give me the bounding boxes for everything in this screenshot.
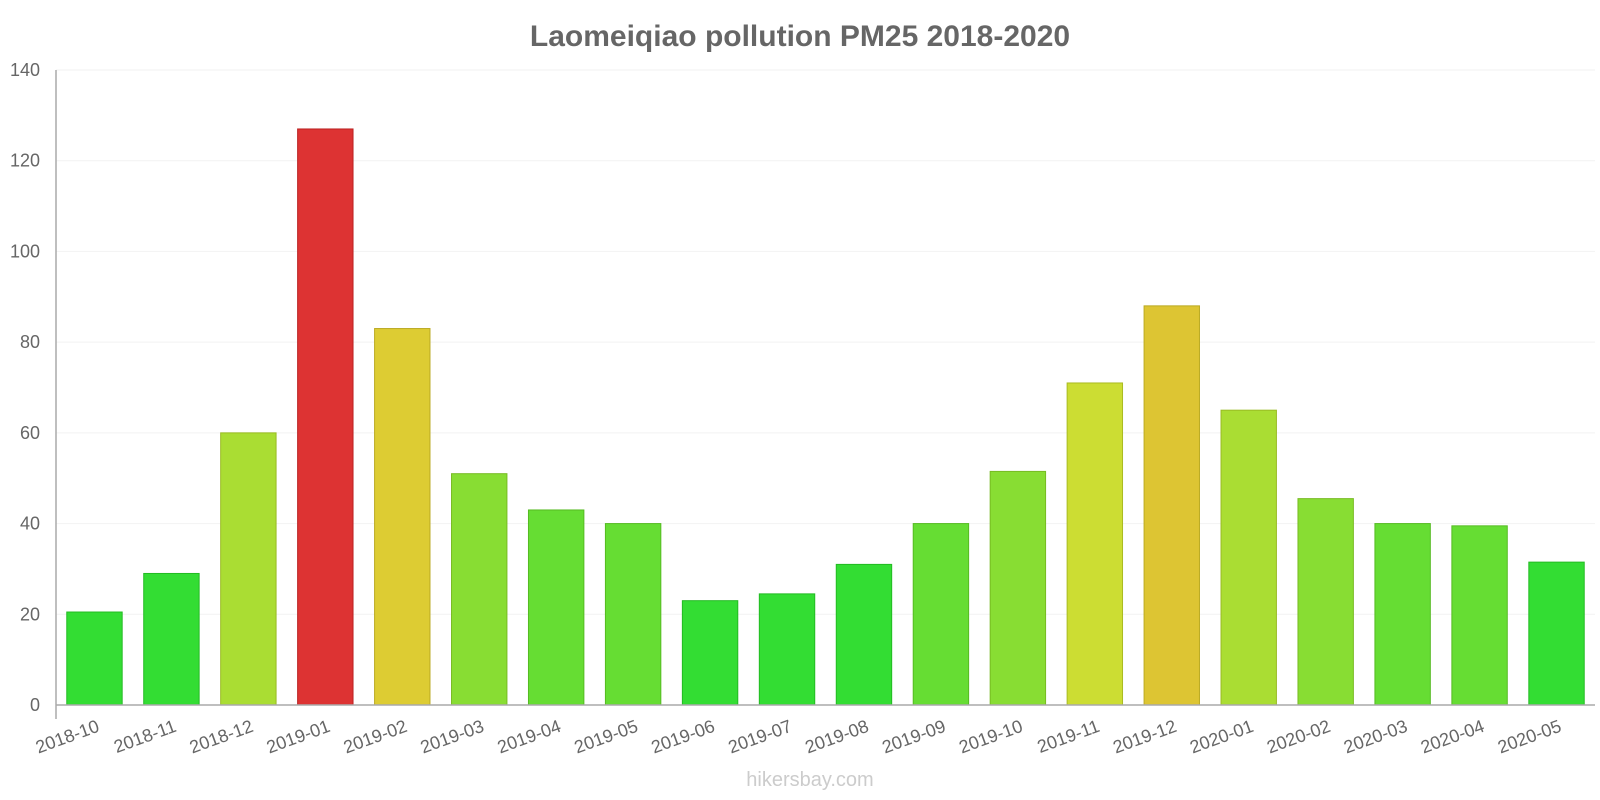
bar-2020-03 <box>1374 523 1431 706</box>
y-tick-label: 0 <box>30 695 40 715</box>
bar-2018-12 <box>220 432 277 706</box>
y-axis-ticks: 0 20 40 60 80 100 120 140 <box>10 60 40 715</box>
x-tick-label: 2019-08 <box>802 716 871 757</box>
x-tick-label: 2019-01 <box>264 716 333 757</box>
bar-2020-05 <box>1528 561 1585 706</box>
bar-2019-09 <box>912 523 970 706</box>
x-tick-label: 2018-10 <box>33 716 102 757</box>
y-tick-label: 100 <box>10 241 40 261</box>
bar-2019-02 <box>374 328 431 706</box>
x-tick-label: 2019-04 <box>495 716 564 757</box>
bar-2018-11 <box>143 572 200 706</box>
bar-2019-01 <box>297 128 354 706</box>
grid-lines <box>56 69 1595 706</box>
bar-2018-10 <box>66 611 123 706</box>
y-tick-label: 60 <box>20 423 40 443</box>
x-tick-label: 2019-11 <box>1035 716 1103 757</box>
y-tick-label: 80 <box>20 332 40 352</box>
x-tick-label: 2020-04 <box>1418 716 1487 757</box>
x-tick-label: 2019-09 <box>879 716 948 757</box>
x-tick-label: 2018-12 <box>187 716 256 757</box>
x-tick-label: 2019-10 <box>956 716 1025 757</box>
x-tick-label: 2020-05 <box>1495 716 1564 757</box>
bar-2020-01 <box>1220 409 1277 706</box>
x-tick-label: 2019-05 <box>572 716 641 757</box>
bar-2020-04 <box>1451 525 1508 706</box>
watermark-text: hikersbay.com <box>746 769 873 791</box>
bar-2019-12 <box>1143 305 1200 706</box>
bar-2019-07 <box>758 593 816 706</box>
y-tick-label: 120 <box>10 151 40 171</box>
bar-2019-06 <box>681 600 739 706</box>
x-tick-label: 2018-11 <box>111 716 179 757</box>
bar-2019-05 <box>604 523 662 706</box>
bar-2019-08 <box>835 563 893 706</box>
y-tick-label: 20 <box>20 604 40 624</box>
bar-2019-11 <box>1066 382 1124 706</box>
x-axis-ticks: 2018-10 2018-11 2018-12 2019-01 2019-02 2019-… <box>33 716 1564 757</box>
bar-2019-04 <box>527 509 585 706</box>
x-tick-label: 2019-03 <box>418 716 487 757</box>
bar-2020-02 <box>1297 498 1354 706</box>
x-tick-label: 2019-02 <box>341 716 410 757</box>
x-tick-label: 2019-07 <box>725 716 794 757</box>
x-tick-label: 2020-02 <box>1264 716 1333 757</box>
x-tick-label: 2019-06 <box>649 716 718 757</box>
y-tick-label: 40 <box>20 514 40 534</box>
bars <box>66 128 1585 706</box>
x-tick-label: 2019-12 <box>1110 716 1179 757</box>
chart-title: Laomeiqiao pollution PM25 2018-2020 <box>530 20 1070 53</box>
x-tick-label: 2020-01 <box>1187 716 1256 757</box>
bar-2019-03 <box>451 473 508 706</box>
bar-2019-10 <box>989 470 1047 706</box>
y-tick-label: 140 <box>10 60 40 80</box>
x-tick-label: 2020-03 <box>1341 716 1410 757</box>
